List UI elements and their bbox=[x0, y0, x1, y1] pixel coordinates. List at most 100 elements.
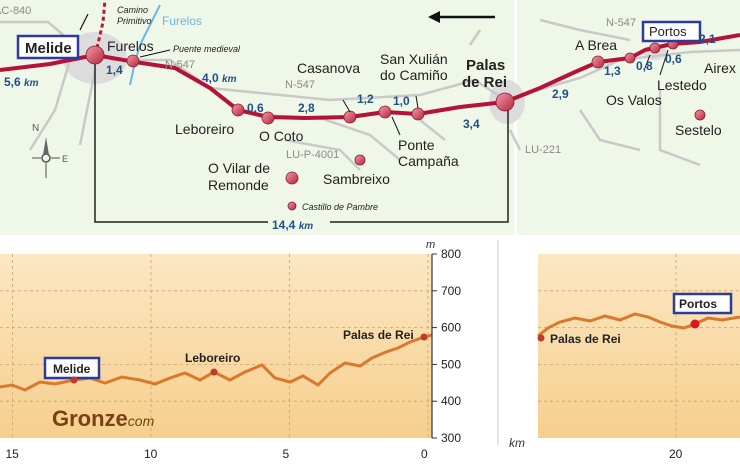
road-lup4001: LU-P-4001 bbox=[286, 149, 339, 161]
distance-1-2: 1,2 bbox=[357, 92, 374, 106]
label-sestelo: Sestelo bbox=[675, 122, 722, 138]
label-furelos: Furelos bbox=[107, 38, 154, 54]
profile-right-label-palas: Palas de Rei bbox=[550, 332, 621, 346]
y-tick-label: 800 bbox=[441, 247, 461, 261]
label-san-xulian-1: San Xulián bbox=[380, 51, 448, 67]
label-melide: Melide bbox=[25, 40, 72, 57]
dot-o-coto bbox=[261, 111, 275, 125]
distance-1-3: 1,3 bbox=[604, 64, 621, 78]
leader-lines bbox=[139, 49, 669, 136]
dot-palas-de-rei bbox=[495, 92, 515, 112]
dot-castillo bbox=[287, 201, 297, 211]
dot-san-xulian bbox=[378, 105, 392, 119]
label-palas-1: Palas bbox=[466, 57, 505, 74]
river-label: Furelos bbox=[162, 14, 202, 28]
profile-left-grid bbox=[0, 254, 432, 438]
distance-total-text: 14,4 km bbox=[272, 218, 313, 232]
route-line bbox=[0, 33, 740, 120]
x-tick-label: 15 bbox=[6, 447, 20, 461]
profile-left-x-ticks: 15 10 5 0 bbox=[6, 447, 429, 461]
dot-ponte-campana bbox=[411, 107, 425, 121]
profile-right-label-portos: Portos bbox=[679, 297, 717, 311]
total-label-bg bbox=[268, 217, 330, 233]
profile-right-marker-palas bbox=[537, 334, 545, 342]
distance-0-6: 0,6 bbox=[247, 101, 264, 115]
dot-leboreiro bbox=[231, 103, 245, 117]
road-lu221: LU-221 bbox=[525, 144, 561, 156]
label-vilar-2: Remonde bbox=[208, 177, 269, 193]
y-tick-label: 300 bbox=[441, 431, 461, 445]
label-lestedo: Lestedo bbox=[657, 77, 707, 93]
profile-marker-melide bbox=[70, 376, 78, 384]
label-sambreixo: Sambreixo bbox=[323, 171, 390, 187]
dot-sestelo bbox=[694, 109, 706, 121]
label-leboreiro: Leboreiro bbox=[175, 121, 234, 137]
label-ponte-2: Campaña bbox=[398, 153, 459, 169]
profile-marker-palas bbox=[420, 333, 428, 341]
compass-icon bbox=[32, 137, 60, 178]
road-ac840: AC-840 bbox=[0, 5, 31, 17]
profile-right-grid bbox=[538, 254, 740, 438]
profile-y-unit: m bbox=[426, 239, 435, 251]
gronze-logo: Gronzecom bbox=[52, 406, 155, 431]
label-palas-2: de Rei bbox=[462, 74, 507, 91]
distance-1-4: 1,4 bbox=[106, 63, 123, 77]
y-tick-label: 400 bbox=[441, 394, 461, 408]
direction-arrow-icon bbox=[428, 11, 495, 23]
label-vilar-1: O Vilar de bbox=[208, 160, 270, 176]
y-tick-label: 600 bbox=[441, 321, 461, 335]
road-n547-b: N-547 bbox=[285, 79, 315, 91]
profile-left-y-ticks: 800 700 600 500 400 300 bbox=[432, 247, 461, 445]
label-casanova: Casanova bbox=[297, 60, 360, 76]
map-background bbox=[0, 0, 740, 235]
profile-label-melide: Melide bbox=[53, 362, 91, 376]
distance-0-8: 0,8 bbox=[636, 59, 653, 73]
distance-4-0: 4,0 km bbox=[202, 71, 237, 85]
distance-2-8: 2,8 bbox=[298, 101, 315, 115]
label-puente-medieval: Puente medieval bbox=[173, 44, 241, 54]
label-ponte-1: Ponte bbox=[398, 137, 435, 153]
road-n547-c: N-547 bbox=[606, 17, 636, 29]
dot-vilar bbox=[285, 171, 299, 185]
profile-portos-box bbox=[672, 292, 733, 315]
label-castillo: Castillo de Pambre bbox=[302, 202, 378, 212]
profile-x-unit: km bbox=[509, 436, 525, 450]
compass-e: E bbox=[62, 154, 68, 164]
x-tick-label: 5 bbox=[283, 447, 290, 461]
dot-casanova bbox=[343, 110, 357, 124]
profile-right-x-ticks: 20 bbox=[669, 447, 683, 461]
profile-right-marker-portos bbox=[690, 319, 700, 329]
distance-2-9: 2,9 bbox=[552, 87, 569, 101]
distance-0-6-b: 0,6 bbox=[665, 52, 682, 66]
dot-melide bbox=[85, 45, 105, 65]
label-portos: Portos bbox=[649, 24, 687, 39]
y-tick-label: 700 bbox=[441, 284, 461, 298]
distance-3-4: 3,4 bbox=[463, 117, 480, 131]
camino-primitivo-line bbox=[95, 0, 107, 49]
furelos-river bbox=[129, 4, 161, 86]
distance-2-1: 2,1 bbox=[699, 32, 716, 46]
dot-furelos bbox=[126, 54, 140, 68]
dot-os-valos bbox=[624, 52, 636, 64]
dot-sambreixo bbox=[354, 154, 366, 166]
portos-highlight-box bbox=[641, 20, 702, 43]
x-tick-label: 10 bbox=[144, 447, 158, 461]
dot-a-brea bbox=[591, 55, 605, 69]
x-tick-label: 0 bbox=[421, 447, 428, 461]
camino-pointer bbox=[79, 13, 89, 31]
profile-label-palas: Palas de Rei bbox=[343, 328, 414, 342]
town-dots bbox=[85, 38, 706, 211]
distance-1-0: 1,0 bbox=[393, 94, 410, 108]
road-n547-a: N-547 bbox=[165, 59, 195, 71]
x-tick-label: 20 bbox=[669, 447, 683, 461]
label-os-valos: Os Valos bbox=[606, 92, 662, 108]
label-o-coto: O Coto bbox=[259, 128, 304, 144]
profile-right-line bbox=[537, 312, 740, 338]
compass-n: N bbox=[32, 123, 39, 134]
y-tick-label: 500 bbox=[441, 357, 461, 371]
camino-label-2: Primitivo bbox=[117, 16, 152, 26]
label-airexe: Airex bbox=[704, 60, 736, 76]
label-san-xulian-2: do Camiño bbox=[380, 67, 448, 83]
